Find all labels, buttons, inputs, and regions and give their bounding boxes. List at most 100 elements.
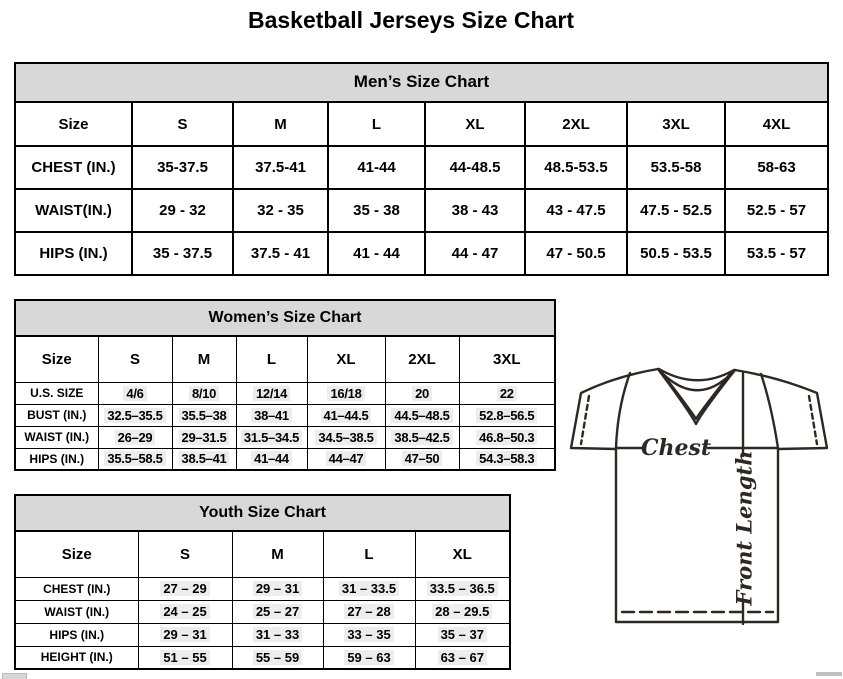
cell-value: 28 – 29.5 [432,604,493,619]
cell-value: 22 [496,385,517,401]
header-row: Size S M L XL 2XL 3XL 4XL [14,101,829,147]
cell-value: 47–50 [401,451,443,467]
header-row: Size S M L XL [14,530,511,578]
value-cell: 31 – 33 [231,622,324,647]
value-cell: 29 – 31 [231,576,324,601]
mens-size-table: Size S M L XL 2XL 3XL 4XL CHEST (IN.) 35-37.5 37.5… [14,101,829,276]
row-label: WAIST (IN.) [14,425,99,449]
value-cell: 47.5 - 52.5 [626,188,726,233]
cell-value: 35 - 38 [353,202,400,219]
value-cell: 32.5–35.5 [97,403,173,427]
cell-value: 4/6 [123,385,147,401]
value-cell: 29 - 32 [131,188,234,233]
value-cell: 22 [458,381,556,405]
cell-value: 37.5-41 [255,159,306,176]
cell-value: 38 - 43 [451,202,499,219]
cell-value: 33 – 35 [344,627,394,642]
column-header: 3XL [626,101,726,147]
chest-label: Chest [641,435,711,461]
cell-value: 38.5–42.5 [391,429,453,445]
cell-value: 25 – 27 [252,604,303,619]
column-header: XL [414,530,511,578]
front-length-label: Front Length [732,451,757,607]
scrollbar-fragment-left[interactable] [2,673,27,679]
left-cuff-dashed-line [579,394,591,446]
value-cell: 46.8–50.3 [458,425,556,449]
table-row: HIPS (IN.) 35.5–58.5 38.5–41 41–44 44–47 47–5… [14,447,556,471]
youth-size-table: Size S M L XL CHEST (IN.) 27 – 29 29 – 31 31 – 3… [14,530,511,670]
cell-value: 27 – 29 [160,581,210,596]
value-cell: 35 - 37.5 [131,231,234,276]
value-cell: 29–31.5 [171,425,237,449]
column-header: M [232,101,329,147]
column-header: M [231,530,324,578]
value-cell: 26–29 [97,425,173,449]
page-title: Basketball Jerseys Size Chart [247,7,574,33]
collar-back-arc [657,367,736,382]
column-header: Size [14,530,139,578]
value-cell: 20 [384,381,460,405]
row-label: CHEST (IN.) [14,145,133,190]
value-cell: 34.5–38.5 [306,425,386,449]
right-armhole-seam [759,372,780,450]
column-header: S [137,530,233,578]
cell-value: 33.5 – 36.5 [426,581,498,596]
value-cell: 35-37.5 [131,145,234,190]
row-label: CHEST (IN.) [14,576,139,601]
value-cell: 35.5–38 [171,403,237,427]
jersey-outline-path [569,367,829,624]
row-label: HIPS (IN.) [14,622,139,647]
value-cell: 44.5–48.5 [384,403,460,427]
value-cell: 59 – 63 [322,645,416,670]
youth-chart-title: Youth Size Chart [14,494,511,532]
value-cell: 16/18 [306,381,386,405]
womens-chart-title: Women’s Size Chart [14,299,556,337]
column-header: 3XL [458,335,556,383]
column-header: Size [14,335,99,383]
cell-value: 53.5 - 57 [746,245,807,262]
value-cell: 33 – 35 [322,622,416,647]
cell-value: 41–44 [251,451,292,467]
value-cell: 53.5 - 57 [724,231,829,276]
cell-value: 43 - 47.5 [546,202,606,219]
cell-value: 53.5-58 [650,159,702,176]
value-cell: 33.5 – 36.5 [414,576,511,601]
cell-value: 31.5–34.5 [240,429,303,445]
mens-size-chart-section: Men’s Size Chart Size S M L XL 2XL 3XL 4XL CHEST… [14,62,829,276]
cell-value: 29 - 32 [159,202,206,219]
cell-value: 37.5 - 41 [250,245,311,262]
value-cell: 48.5-53.5 [524,145,628,190]
jersey-measurement-diagram: Chest Front Length [569,367,829,626]
cell-value: 38–41 [251,407,292,423]
cell-value: 55 – 59 [252,649,303,665]
cell-value: 46.8–50.3 [476,429,538,445]
column-header: S [97,335,173,383]
value-cell: 37.5 - 41 [232,231,329,276]
column-header: L [322,530,416,578]
column-header: M [171,335,237,383]
scrollbar-fragment-right[interactable] [816,672,842,676]
row-label: U.S. SIZE [14,381,99,405]
youth-size-chart-section: Youth Size Chart Size S M L XL CHEST (IN.) 27 … [14,494,511,670]
cell-value: 29–31.5 [178,429,230,445]
value-cell: 58-63 [724,145,829,190]
value-cell: 4/6 [97,381,173,405]
cell-value: 52.8–56.5 [476,407,538,423]
value-cell: 25 – 27 [231,599,324,624]
row-label: HIPS (IN.) [14,447,99,471]
value-cell: 12/14 [235,381,308,405]
value-cell: 35 – 37 [414,622,511,647]
cell-value: 32 - 35 [257,202,304,219]
cell-value: 29 – 31 [252,581,303,596]
column-header: 4XL [724,101,829,147]
cell-value: 34.5–38.5 [315,429,377,445]
column-header: XL [424,101,526,147]
column-header: XL [306,335,386,383]
cell-value: 20 [412,385,432,401]
row-label: WAIST(IN.) [14,188,133,233]
value-cell: 55 – 59 [231,645,324,670]
value-cell: 38–41 [235,403,308,427]
value-cell: 27 – 28 [322,599,416,624]
cell-value: 44 - 47 [451,245,499,262]
